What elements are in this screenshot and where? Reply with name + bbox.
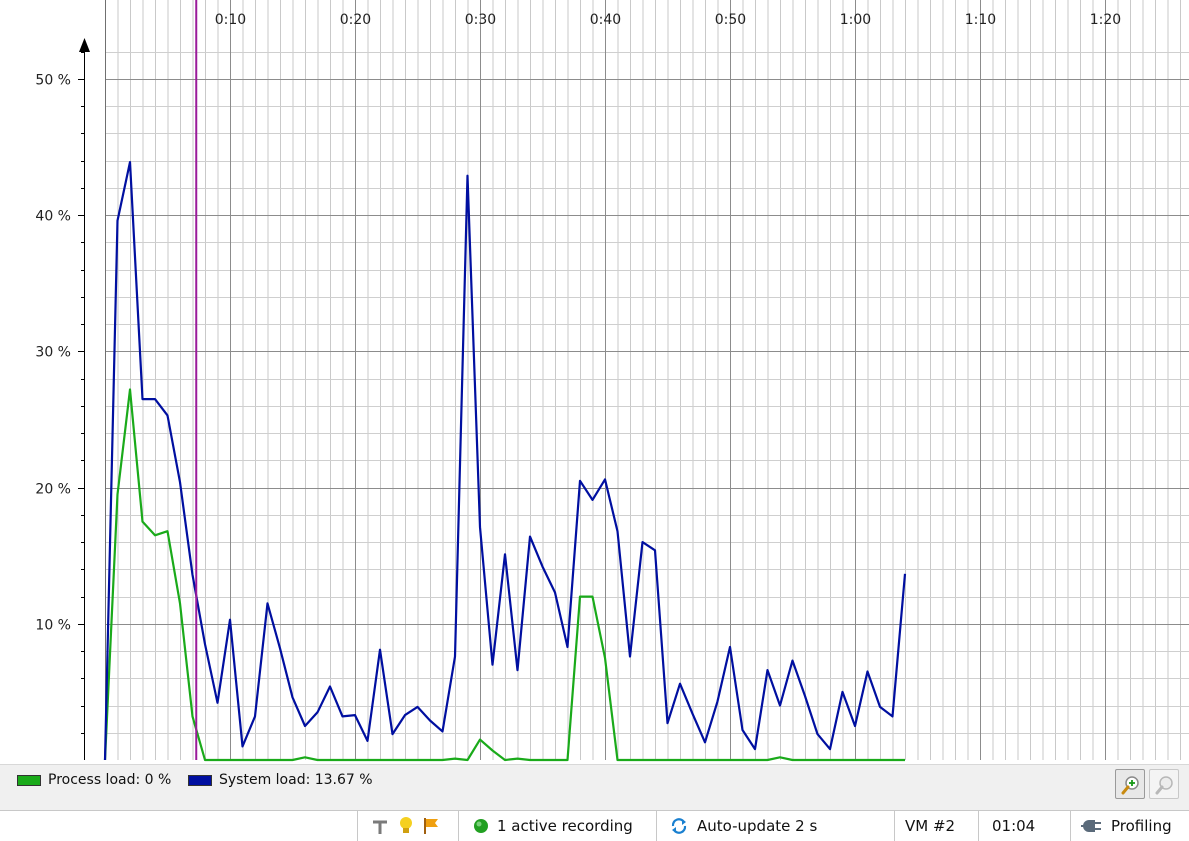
series-lines bbox=[103, 161, 907, 762]
x-tick-label: 1:00 bbox=[840, 12, 871, 28]
x-tick-label: 1:20 bbox=[1090, 12, 1121, 28]
x-tick-label: 0:10 bbox=[215, 12, 246, 28]
legend-process-load: Process load: 0 % bbox=[17, 772, 171, 788]
y-tick-label: 10 % bbox=[35, 618, 71, 634]
legend-system-load: System load: 13.67 % bbox=[188, 772, 373, 788]
profiling-label: Profiling bbox=[1111, 817, 1172, 835]
y-tick-label: 50 % bbox=[35, 73, 71, 89]
y-axis-arrow bbox=[79, 38, 90, 52]
elapsed-time: 01:04 bbox=[978, 811, 1070, 841]
x-tick-labels: 0:10 0:20 0:30 0:40 0:50 1:00 1:10 1:20 bbox=[215, 12, 1121, 28]
x-tick-label: 0:30 bbox=[465, 12, 496, 28]
plug-icon bbox=[1081, 820, 1101, 832]
vm-status: VM #2 bbox=[894, 811, 978, 841]
process-load-label: Process load: 0 % bbox=[48, 772, 172, 788]
profiling-status[interactable]: Profiling bbox=[1070, 811, 1189, 841]
system-load-line bbox=[103, 161, 907, 761]
zoom-in-icon bbox=[1121, 776, 1139, 795]
load-chart[interactable]: 0:10 0:20 0:30 0:40 0:50 1:00 1:10 1:20 10 % 20 … bbox=[0, 0, 1189, 764]
y-tick-label: 30 % bbox=[35, 345, 71, 361]
refresh-icon bbox=[671, 818, 687, 834]
x-tick-label: 0:40 bbox=[590, 12, 621, 28]
status-bar: 1 active recording Auto-update 2 s VM #2… bbox=[0, 810, 1189, 841]
y-tick-label: 40 % bbox=[35, 209, 71, 225]
system-load-swatch bbox=[188, 774, 212, 786]
lightbulb-icon[interactable] bbox=[398, 816, 414, 836]
pin-icon[interactable] bbox=[370, 816, 390, 836]
chart-axes bbox=[78, 0, 106, 760]
zoom-out-icon bbox=[1155, 776, 1173, 795]
zoom-out-button[interactable] bbox=[1149, 769, 1179, 799]
vm-label: VM #2 bbox=[905, 817, 956, 835]
recording-icon bbox=[474, 819, 488, 833]
status-tools bbox=[357, 811, 458, 841]
x-tick-label: 0:50 bbox=[715, 12, 746, 28]
minor-gridlines bbox=[105, 0, 1189, 760]
legend-bar: Process load: 0 % System load: 13.67 % bbox=[0, 764, 1189, 810]
zoom-in-button[interactable] bbox=[1115, 769, 1145, 799]
active-recording-status[interactable]: 1 active recording bbox=[458, 811, 656, 841]
auto-update-label: Auto-update 2 s bbox=[697, 817, 818, 835]
system-load-label: System load: 13.67 % bbox=[219, 772, 373, 788]
y-tick-labels: 10 % 20 % 30 % 40 % 50 % bbox=[35, 73, 71, 634]
major-gridlines bbox=[105, 0, 1189, 760]
process-load-swatch bbox=[17, 774, 41, 786]
auto-update-status[interactable]: Auto-update 2 s bbox=[656, 811, 894, 841]
x-tick-label: 1:10 bbox=[965, 12, 996, 28]
x-tick-label: 0:20 bbox=[340, 12, 371, 28]
recording-label: 1 active recording bbox=[497, 817, 633, 835]
elapsed-time-label: 01:04 bbox=[992, 817, 1036, 835]
flag-icon[interactable] bbox=[422, 816, 440, 836]
process-load-line bbox=[103, 388, 905, 762]
y-tick-label: 20 % bbox=[35, 482, 71, 498]
